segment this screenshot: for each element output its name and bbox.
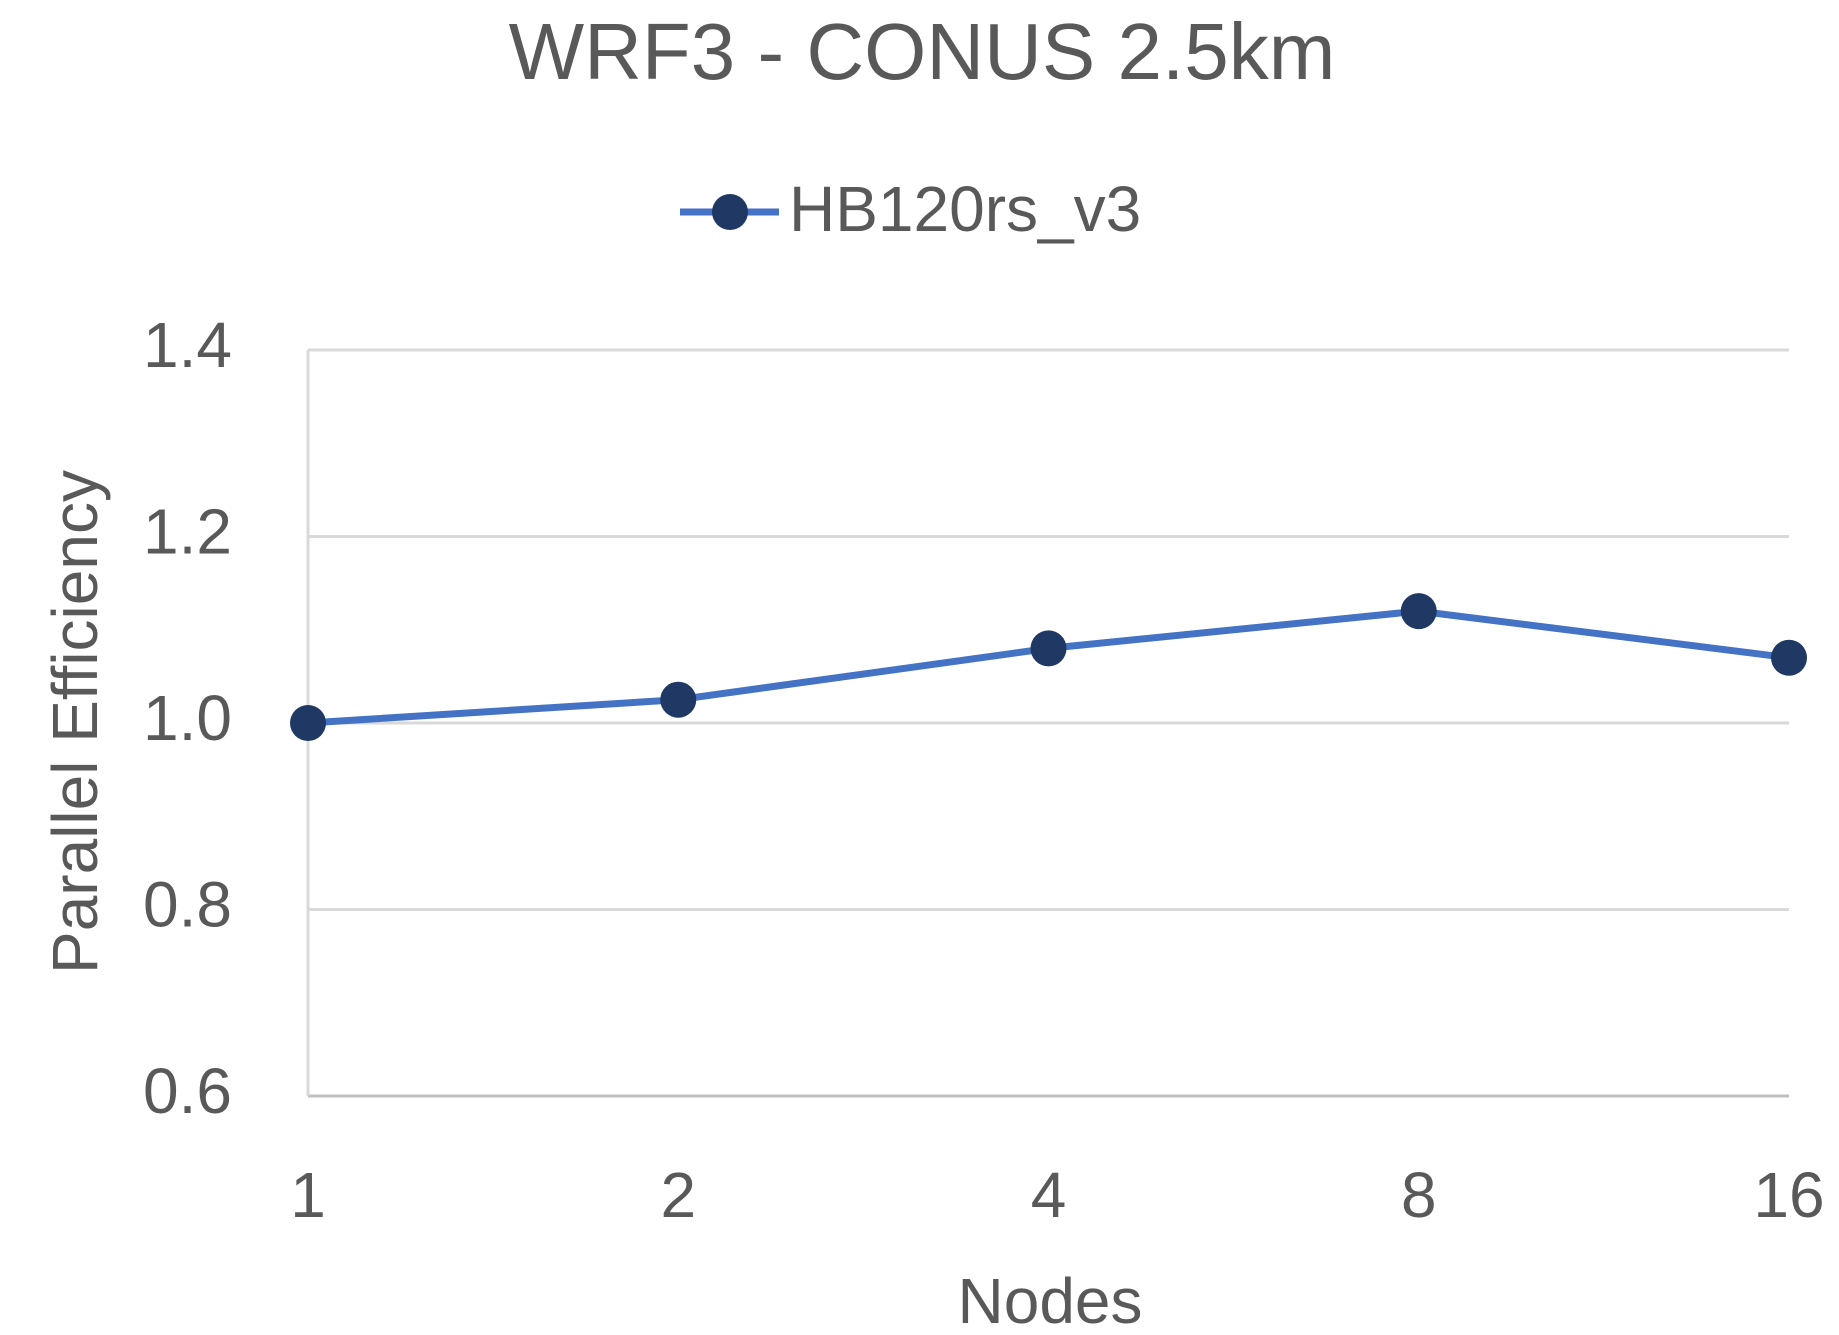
x-tick-label: 16 [1753, 1159, 1824, 1231]
x-tick-label: 8 [1401, 1159, 1437, 1231]
y-tick-label: 0.6 [143, 1055, 232, 1127]
point-marker [660, 681, 697, 718]
series-line [307, 607, 1790, 727]
point-marker [1030, 630, 1067, 667]
chart-title: WRF3 - CONUS 2.5km [509, 7, 1336, 96]
x-tick-label: 1 [290, 1159, 326, 1231]
y-tick-label: 1.2 [143, 495, 232, 567]
x-tick-label: 2 [660, 1159, 696, 1231]
x-axis-title: Nodes [958, 1265, 1143, 1335]
y-tick-label: 0.8 [143, 868, 232, 940]
y-axis-title: Parallel Efficiency [39, 470, 111, 974]
y-tick-label: 1.4 [143, 309, 232, 381]
point-marker [290, 705, 326, 741]
x-tick-label: 4 [1031, 1159, 1067, 1231]
y-tick-label: 1.0 [143, 682, 232, 754]
legend-label: HB120rs_v3 [789, 173, 1141, 245]
point-marker [1771, 639, 1807, 676]
point-marker [1400, 593, 1437, 630]
legend-marker [712, 194, 748, 230]
